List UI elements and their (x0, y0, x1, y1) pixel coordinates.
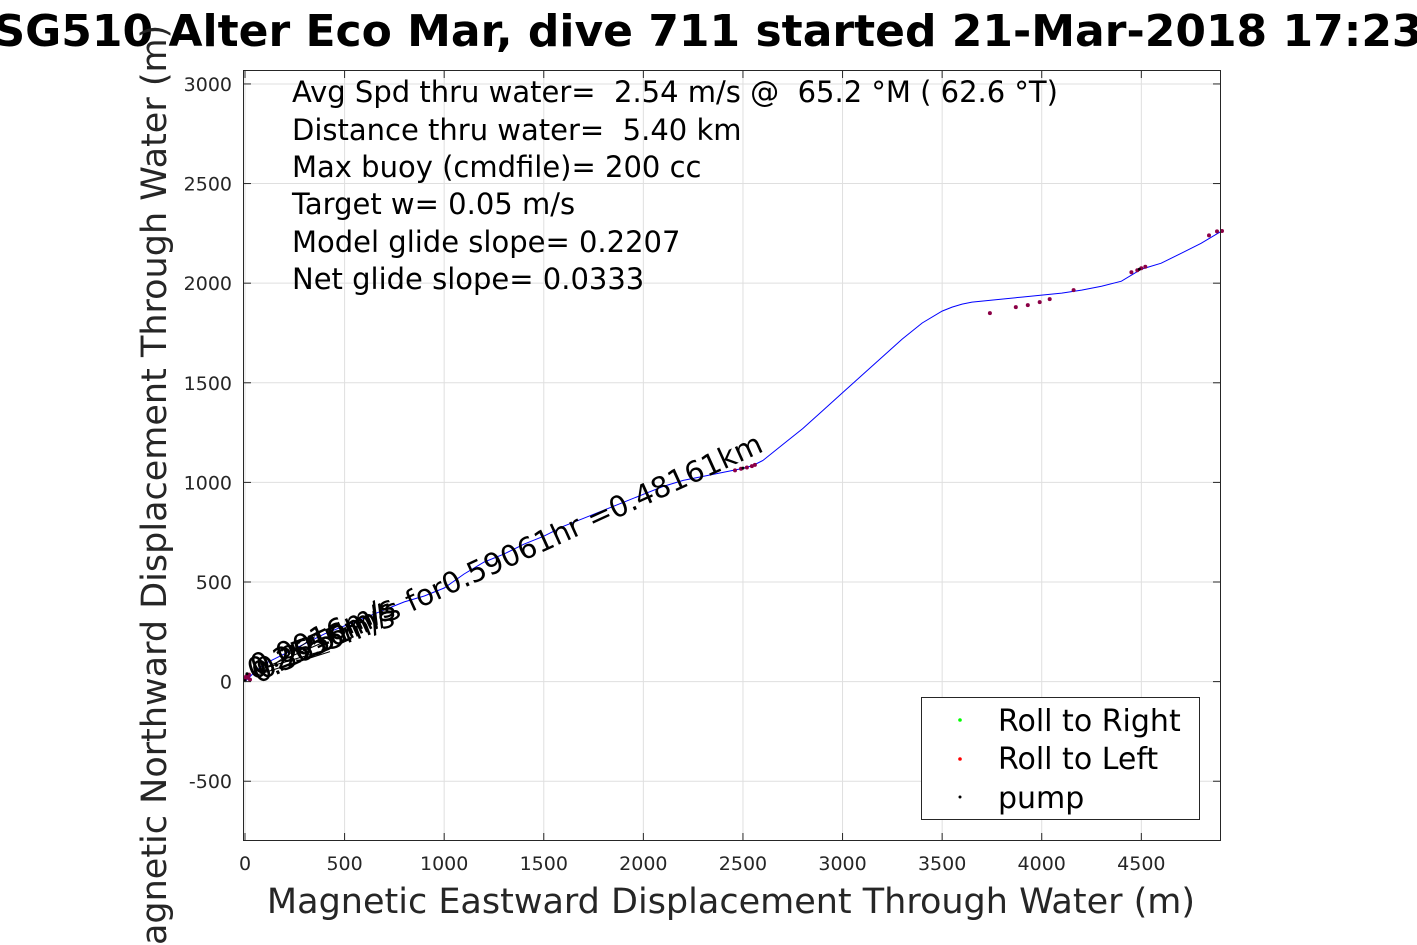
stats-annotations: Avg Spd thru water= 2.54 m/s @ 65.2 °M (… (291, 75, 1058, 296)
roll-left-point (1129, 270, 1134, 275)
legend-box (921, 697, 1200, 820)
y-tick-label: 0 (220, 672, 232, 694)
stat-max-buoy: Max buoy (cmdfile)= 200 cc (292, 150, 701, 184)
x-tick-label: 4500 (1117, 853, 1165, 875)
x-tick-label: 0 (239, 853, 251, 875)
tick-layer: 0 500 1000 1500 2000 2500 3000 3500 4000 4500 -500… (184, 70, 1221, 875)
plot-frame (243, 70, 1221, 841)
roll-left-point (749, 464, 754, 469)
y-tick-label: -500 (189, 771, 232, 793)
legend-marker-roll-right (958, 718, 962, 722)
x-tick-label: 2000 (619, 853, 667, 875)
y-tick-label: 1000 (184, 472, 232, 494)
legend-marker-roll-left (958, 757, 962, 761)
overlap-segment (254, 651, 331, 677)
x-tick-label: 2500 (719, 853, 767, 875)
roll-left-point (248, 677, 252, 682)
y-tick-label: 2000 (184, 273, 232, 295)
roll-left-point (1071, 288, 1076, 293)
x-tick-label: 500 (326, 853, 362, 875)
y-tick-label: 3000 (184, 74, 232, 96)
roll-left-point (1047, 297, 1052, 302)
x-tick-label: 4000 (1018, 853, 1066, 875)
y-axis-label: Magnetic Northward Displacement Through … (135, 25, 175, 945)
stat-avg-speed: Avg Spd thru water= 2.54 m/s @ 65.2 °M (… (292, 75, 1058, 109)
pump-point (245, 672, 249, 676)
stat-target-w: Target w= 0.05 m/s (291, 187, 575, 221)
legend-marker-pump (958, 795, 962, 799)
roll-left-point (1013, 305, 1018, 310)
overlap-segment (252, 645, 341, 673)
chart-title: SG510 Alter Eco Mar, dive 711 started 21… (0, 6, 1417, 57)
roll-left-point (1143, 264, 1148, 269)
marker-layer (243, 229, 1224, 683)
pump-point (1137, 267, 1141, 271)
x-tick-label: 1000 (420, 853, 468, 875)
legend-label-roll-right: Roll to Right (998, 704, 1181, 739)
roll-left-point (733, 468, 737, 473)
roll-left-point (1025, 303, 1030, 308)
y-tick-label: 2500 (184, 174, 232, 196)
x-tick-label: 3000 (818, 853, 866, 875)
roll-left-point (752, 462, 757, 467)
stat-net-glide: Net glide slope= 0.0333 (292, 262, 644, 296)
overlap-segment (274, 636, 316, 665)
roll-left-point (987, 311, 992, 316)
x-tick-label: 1500 (520, 853, 568, 875)
x-tick-label: 3500 (918, 853, 966, 875)
roll-left-point (1207, 233, 1211, 238)
legend: Roll to Right Roll to Left pump (921, 697, 1200, 820)
legend-label-pump: pump (998, 781, 1084, 816)
y-tick-label: 1500 (184, 373, 232, 395)
x-axis-label: Magnetic Eastward Displacement Through W… (267, 882, 1195, 922)
roll-left-point (1215, 229, 1219, 234)
roll-left-point (1037, 300, 1042, 305)
legend-label-roll-left: Roll to Left (998, 742, 1158, 777)
stat-model-glide: Model glide slope= 0.2207 (292, 225, 680, 259)
pump-point (741, 466, 745, 470)
roll-left-point (744, 465, 749, 470)
stat-distance: Distance thru water= 5.40 km (292, 113, 742, 147)
y-tick-label: 500 (196, 572, 232, 594)
